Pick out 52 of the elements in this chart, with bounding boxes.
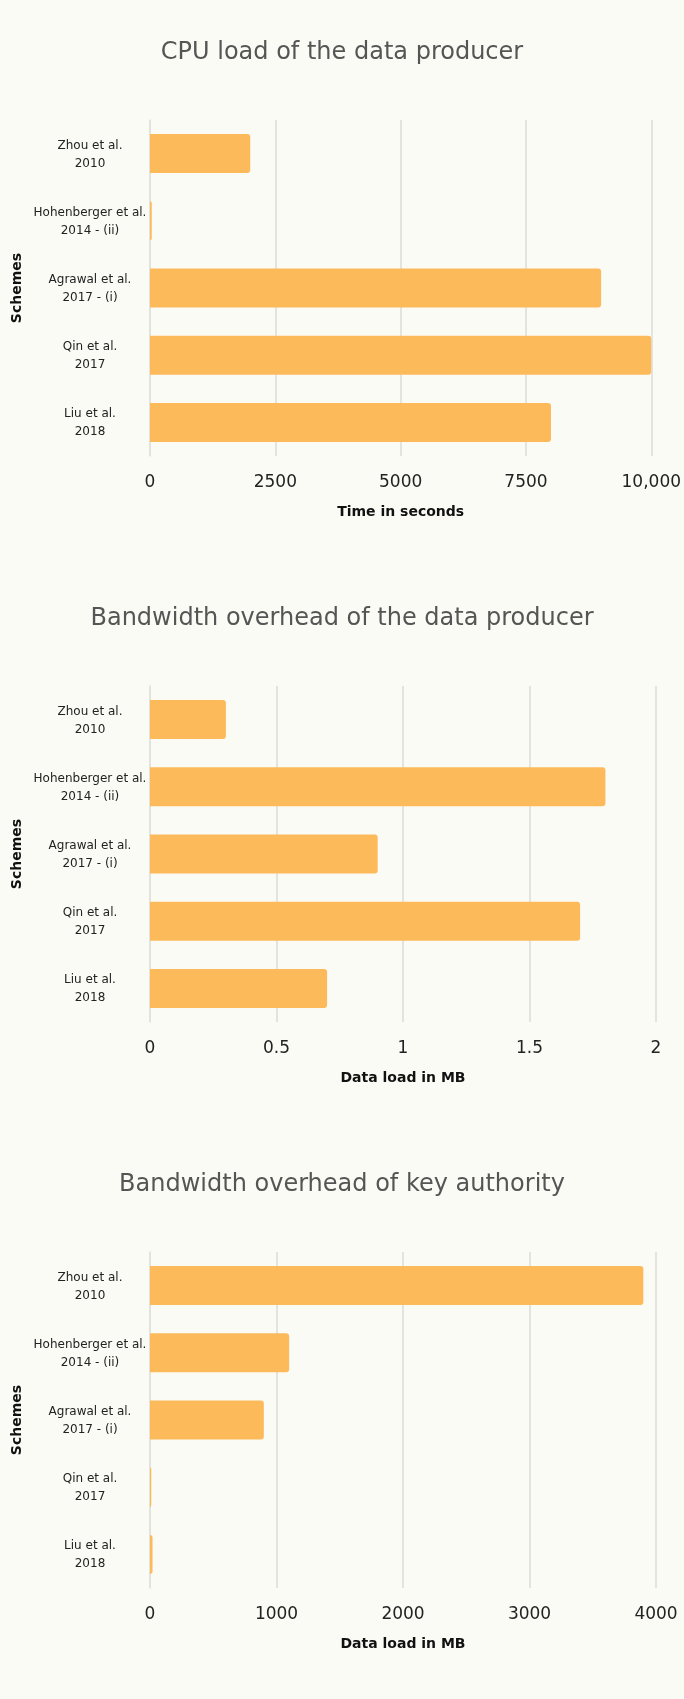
- y-tick-label: Qin et al. 2017: [62, 339, 118, 372]
- bar: [150, 968, 328, 1008]
- chart-title: CPU load of the data producer: [160, 37, 524, 65]
- y-tick-label: Liu et al. 2018: [64, 1538, 116, 1571]
- y-axis-title: Schemes: [7, 252, 24, 324]
- bar: [150, 1534, 153, 1574]
- x-tick-label: 4000: [634, 1602, 678, 1623]
- bar: [150, 134, 251, 174]
- bar: [150, 268, 602, 308]
- chart-title: Bandwidth overhead of key authority: [119, 1169, 565, 1197]
- y-tick-label: Zhou et al. 2010: [57, 137, 123, 170]
- x-axis-title: Time in seconds: [337, 503, 465, 519]
- y-tick-label: Zhou et al. 2010: [57, 703, 123, 736]
- y-tick-label: Hohenberger et al. 2014 - (ii): [33, 204, 147, 237]
- bar: [150, 700, 226, 740]
- x-tick-label: 0: [144, 470, 156, 491]
- x-tick-label: 1000: [254, 1602, 299, 1623]
- y-tick-label: Agrawal et al. 2017 - (i): [48, 272, 132, 304]
- y-tick-label: Liu et al. 2018: [64, 406, 116, 439]
- y-axis-title: Schemes: [7, 1384, 24, 1456]
- x-tick-label: 2: [650, 1036, 662, 1057]
- x-tick-label: 7500: [504, 470, 548, 491]
- x-tick-label: 2000: [381, 1602, 425, 1623]
- x-axis-title: Data load in MB: [340, 1069, 466, 1085]
- x-tick-label: 0.5: [262, 1036, 291, 1057]
- y-tick-label: Zhou et al. 2010: [57, 1269, 123, 1302]
- bar: [150, 402, 552, 442]
- x-tick-label: 0: [144, 1602, 156, 1623]
- chart-title: Bandwidth overhead of the data producer: [90, 603, 594, 631]
- x-axis-title: Data load in MB: [340, 1635, 466, 1651]
- bar: [150, 1333, 290, 1373]
- x-tick-label: 10,000: [621, 470, 681, 491]
- x-tick-label: 1.5: [515, 1036, 544, 1057]
- bar: [150, 1400, 264, 1440]
- y-tick-label: Qin et al. 2017: [62, 905, 118, 938]
- y-tick-label: Agrawal et al. 2017 - (i): [48, 838, 132, 870]
- y-tick-label: Hohenberger et al. 2014 - (ii): [33, 1336, 147, 1369]
- y-tick-label: Qin et al. 2017: [62, 1471, 118, 1504]
- bar: [150, 767, 606, 807]
- y-tick-label: Hohenberger et al. 2014 - (ii): [33, 770, 147, 803]
- bar: [150, 335, 652, 375]
- y-axis-title: Schemes: [7, 818, 24, 890]
- x-tick-label: 1: [397, 1036, 409, 1057]
- x-tick-label: 2500: [253, 470, 297, 491]
- bar: [150, 901, 581, 941]
- y-tick-label: Liu et al. 2018: [64, 972, 116, 1005]
- bar: [150, 834, 378, 874]
- bar: [150, 1266, 644, 1306]
- x-tick-label: 0: [144, 1036, 156, 1057]
- x-tick-label: 3000: [507, 1602, 552, 1623]
- y-tick-label: Agrawal et al. 2017 - (i): [48, 1404, 132, 1436]
- x-tick-label: 5000: [379, 470, 423, 491]
